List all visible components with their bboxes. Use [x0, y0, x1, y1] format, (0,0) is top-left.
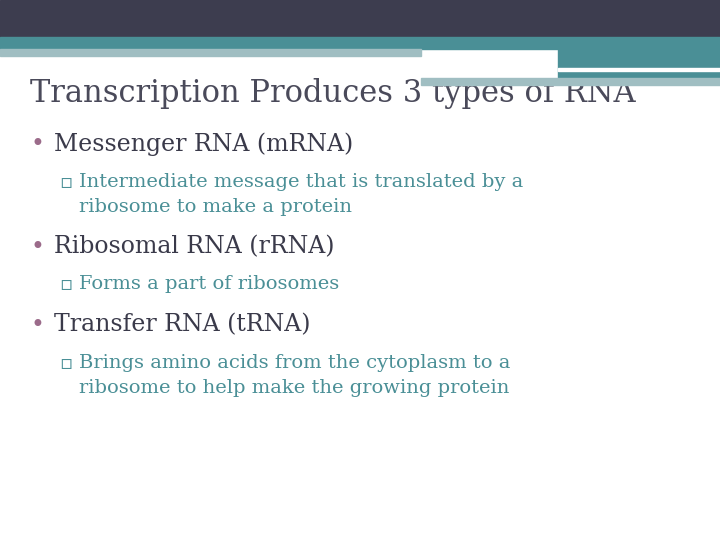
Text: ▫: ▫: [59, 275, 72, 294]
Bar: [0, 37, 720, 49]
Text: ▫: ▫: [59, 354, 72, 373]
Text: Brings amino acids from the cytoplasm to a
ribosome to help make the growing pro: Brings amino acids from the cytoplasm to…: [79, 354, 510, 397]
Bar: [421, 78, 720, 85]
Text: Forms a part of ribosomes: Forms a part of ribosomes: [79, 275, 339, 293]
Text: •: •: [30, 132, 44, 156]
Bar: [558, 68, 720, 71]
Bar: [0, 0, 720, 37]
Text: Intermediate message that is translated by a
ribosome to make a protein: Intermediate message that is translated …: [79, 173, 523, 216]
Text: Transfer RNA (tRNA): Transfer RNA (tRNA): [54, 313, 310, 336]
Text: •: •: [30, 235, 44, 259]
Text: •: •: [30, 313, 44, 337]
Text: Transcription Produces 3 types of RNA: Transcription Produces 3 types of RNA: [30, 78, 636, 109]
Text: Ribosomal RNA (rRNA): Ribosomal RNA (rRNA): [54, 235, 335, 258]
Bar: [0, 49, 421, 56]
Bar: [558, 49, 720, 78]
Text: Messenger RNA (mRNA): Messenger RNA (mRNA): [54, 132, 354, 156]
Text: ▫: ▫: [59, 173, 72, 192]
